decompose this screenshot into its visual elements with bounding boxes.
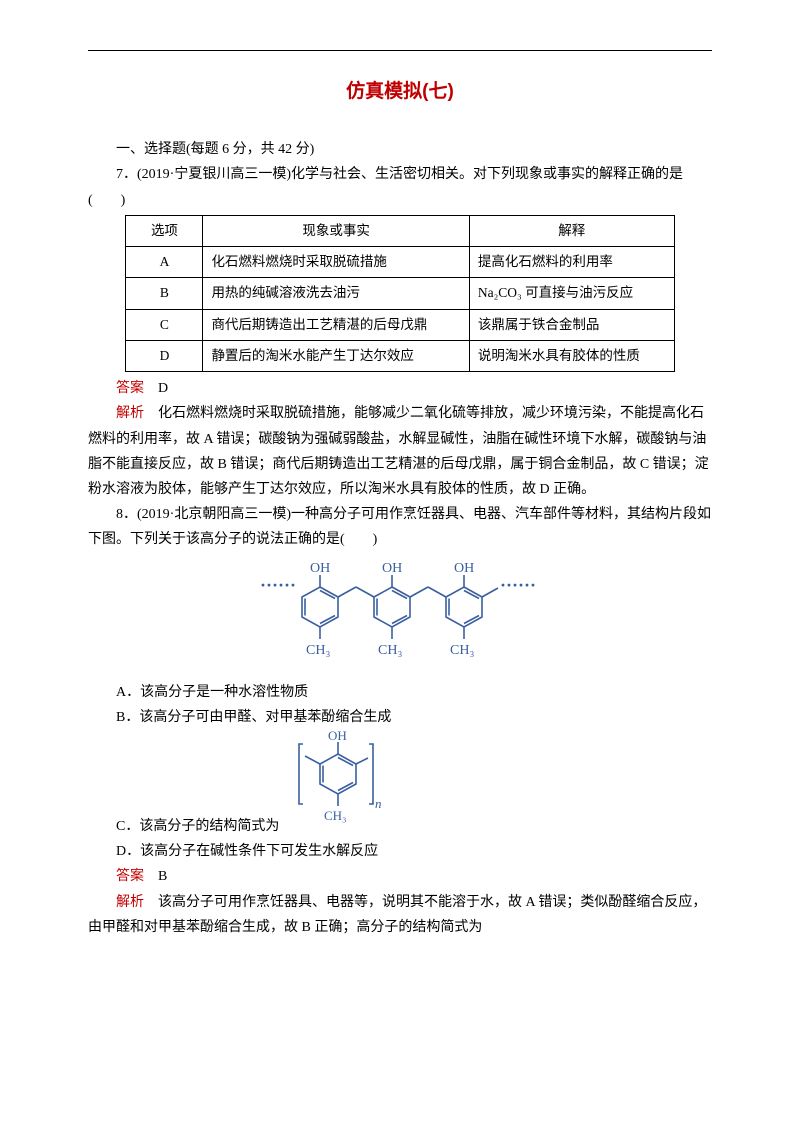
q8-answer: B: [158, 869, 167, 884]
q8-option-d: D．该高分子在碱性条件下可发生水解反应: [116, 839, 712, 864]
repeat-n: n: [375, 796, 382, 811]
table-header-row: 选项 现象或事实 解释: [126, 215, 674, 246]
cell-expl: 说明淘米水具有胶体的性质: [469, 340, 674, 371]
oh-label: OH: [382, 561, 402, 576]
polymer-trimer-svg: OH OH OH CH₃ CH₃ CH₃ ······ ······: [250, 557, 550, 667]
answer-label: 答案: [116, 869, 144, 884]
th-option: 选项: [126, 215, 203, 246]
cell-opt: C: [126, 309, 203, 340]
cell-expl: 提高化石燃料的利用率: [469, 247, 674, 278]
exam-title: 仿真模拟(七): [88, 75, 712, 109]
ch3-label: CH₃: [378, 643, 402, 658]
ch3-label: CH₃: [450, 643, 474, 658]
section-header: 一、选择题(每题 6 分，共 42 分): [88, 137, 712, 162]
q8-analysis-text: 该高分子可用作烹饪器具、电器等，说明其不能溶于水，故 A 错误；类似酚醛缩合反应…: [88, 895, 706, 935]
q8-option-a: A．该高分子是一种水溶性物质: [116, 680, 712, 705]
header-rule: [88, 50, 712, 51]
polymer-dots-left: ······: [260, 575, 296, 595]
q8-option-c: C．该高分子的结构简式为: [116, 730, 712, 839]
oh-label: OH: [310, 561, 330, 576]
cell-expl: 该鼎属于铁合金制品: [469, 309, 674, 340]
table-row: B 用热的纯碱溶液洗去油污 Na₂CO₃ 可直接与油污反应: [126, 278, 674, 309]
page: 仿真模拟(七) 一、选择题(每题 6 分，共 42 分) 7．(2019·宁夏银…: [0, 0, 800, 1132]
ch3-label: CH₃: [306, 643, 330, 658]
cell-opt: B: [126, 278, 203, 309]
oh-label: OH: [328, 730, 347, 743]
ch3-label: CH₃: [324, 808, 347, 823]
cell-phenom: 化石燃料燃烧时采取脱硫措施: [203, 247, 469, 278]
table-row: A 化石燃料燃烧时采取脱硫措施 提高化石燃料的利用率: [126, 247, 674, 278]
cell-opt: D: [126, 340, 203, 371]
oh-label: OH: [454, 561, 474, 576]
q7-table: 选项 现象或事实 解释 A 化石燃料燃烧时采取脱硫措施 提高化石燃料的利用率 B…: [125, 215, 674, 372]
cell-phenom: 商代后期铸造出工艺精湛的后母戊鼎: [203, 309, 469, 340]
q8-option-c-structure: OH CH₃ n: [283, 730, 393, 839]
q7-analysis-text: 化石燃料燃烧时采取脱硫措施，能够减少二氧化硫等排放，减少环境污染，不能提高化石燃…: [88, 406, 709, 497]
table-row: C 商代后期铸造出工艺精湛的后母戊鼎 该鼎属于铁合金制品: [126, 309, 674, 340]
q7-answer: D: [158, 381, 168, 396]
cell-phenom: 用热的纯碱溶液洗去油污: [203, 278, 469, 309]
answer-label: 答案: [116, 381, 144, 396]
q8-analysis: 解析 该高分子可用作烹饪器具、电器等，说明其不能溶于水，故 A 错误；类似酚醛缩…: [88, 890, 712, 940]
analysis-label: 解析: [116, 406, 144, 421]
polymer-dots-right: ······: [500, 575, 536, 595]
q8-option-b: B．该高分子可由甲醛、对甲基苯酚缩合生成: [116, 705, 712, 730]
q8-options: A．该高分子是一种水溶性物质 B．该高分子可由甲醛、对甲基苯酚缩合生成 C．该高…: [116, 680, 712, 865]
q7-answer-line: 答案 D: [88, 376, 712, 401]
cell-phenom: 静置后的淘米水能产生丁达尔效应: [203, 340, 469, 371]
th-phenomenon: 现象或事实: [203, 215, 469, 246]
th-explanation: 解释: [469, 215, 674, 246]
cell-opt: A: [126, 247, 203, 278]
q7-analysis: 解析 化石燃料燃烧时采取脱硫措施，能够减少二氧化硫等排放，减少环境污染，不能提高…: [88, 401, 712, 502]
analysis-label: 解析: [116, 895, 144, 910]
q8-option-c-text: C．该高分子的结构简式为: [116, 814, 279, 839]
q7-intro: 7．(2019·宁夏银川高三一模)化学与社会、生活密切相关。对下列现象或事实的解…: [88, 162, 712, 212]
table-row: D 静置后的淘米水能产生丁达尔效应 说明淘米水具有胶体的性质: [126, 340, 674, 371]
q8-intro: 8．(2019·北京朝阳高三一模)一种高分子可用作烹饪器具、电器、汽车部件等材料…: [88, 502, 712, 552]
cell-expl: Na₂CO₃ 可直接与油污反应: [469, 278, 674, 309]
q8-structure-figure: OH OH OH CH₃ CH₃ CH₃ ······ ······: [88, 557, 712, 676]
q8-answer-line: 答案 B: [88, 864, 712, 889]
